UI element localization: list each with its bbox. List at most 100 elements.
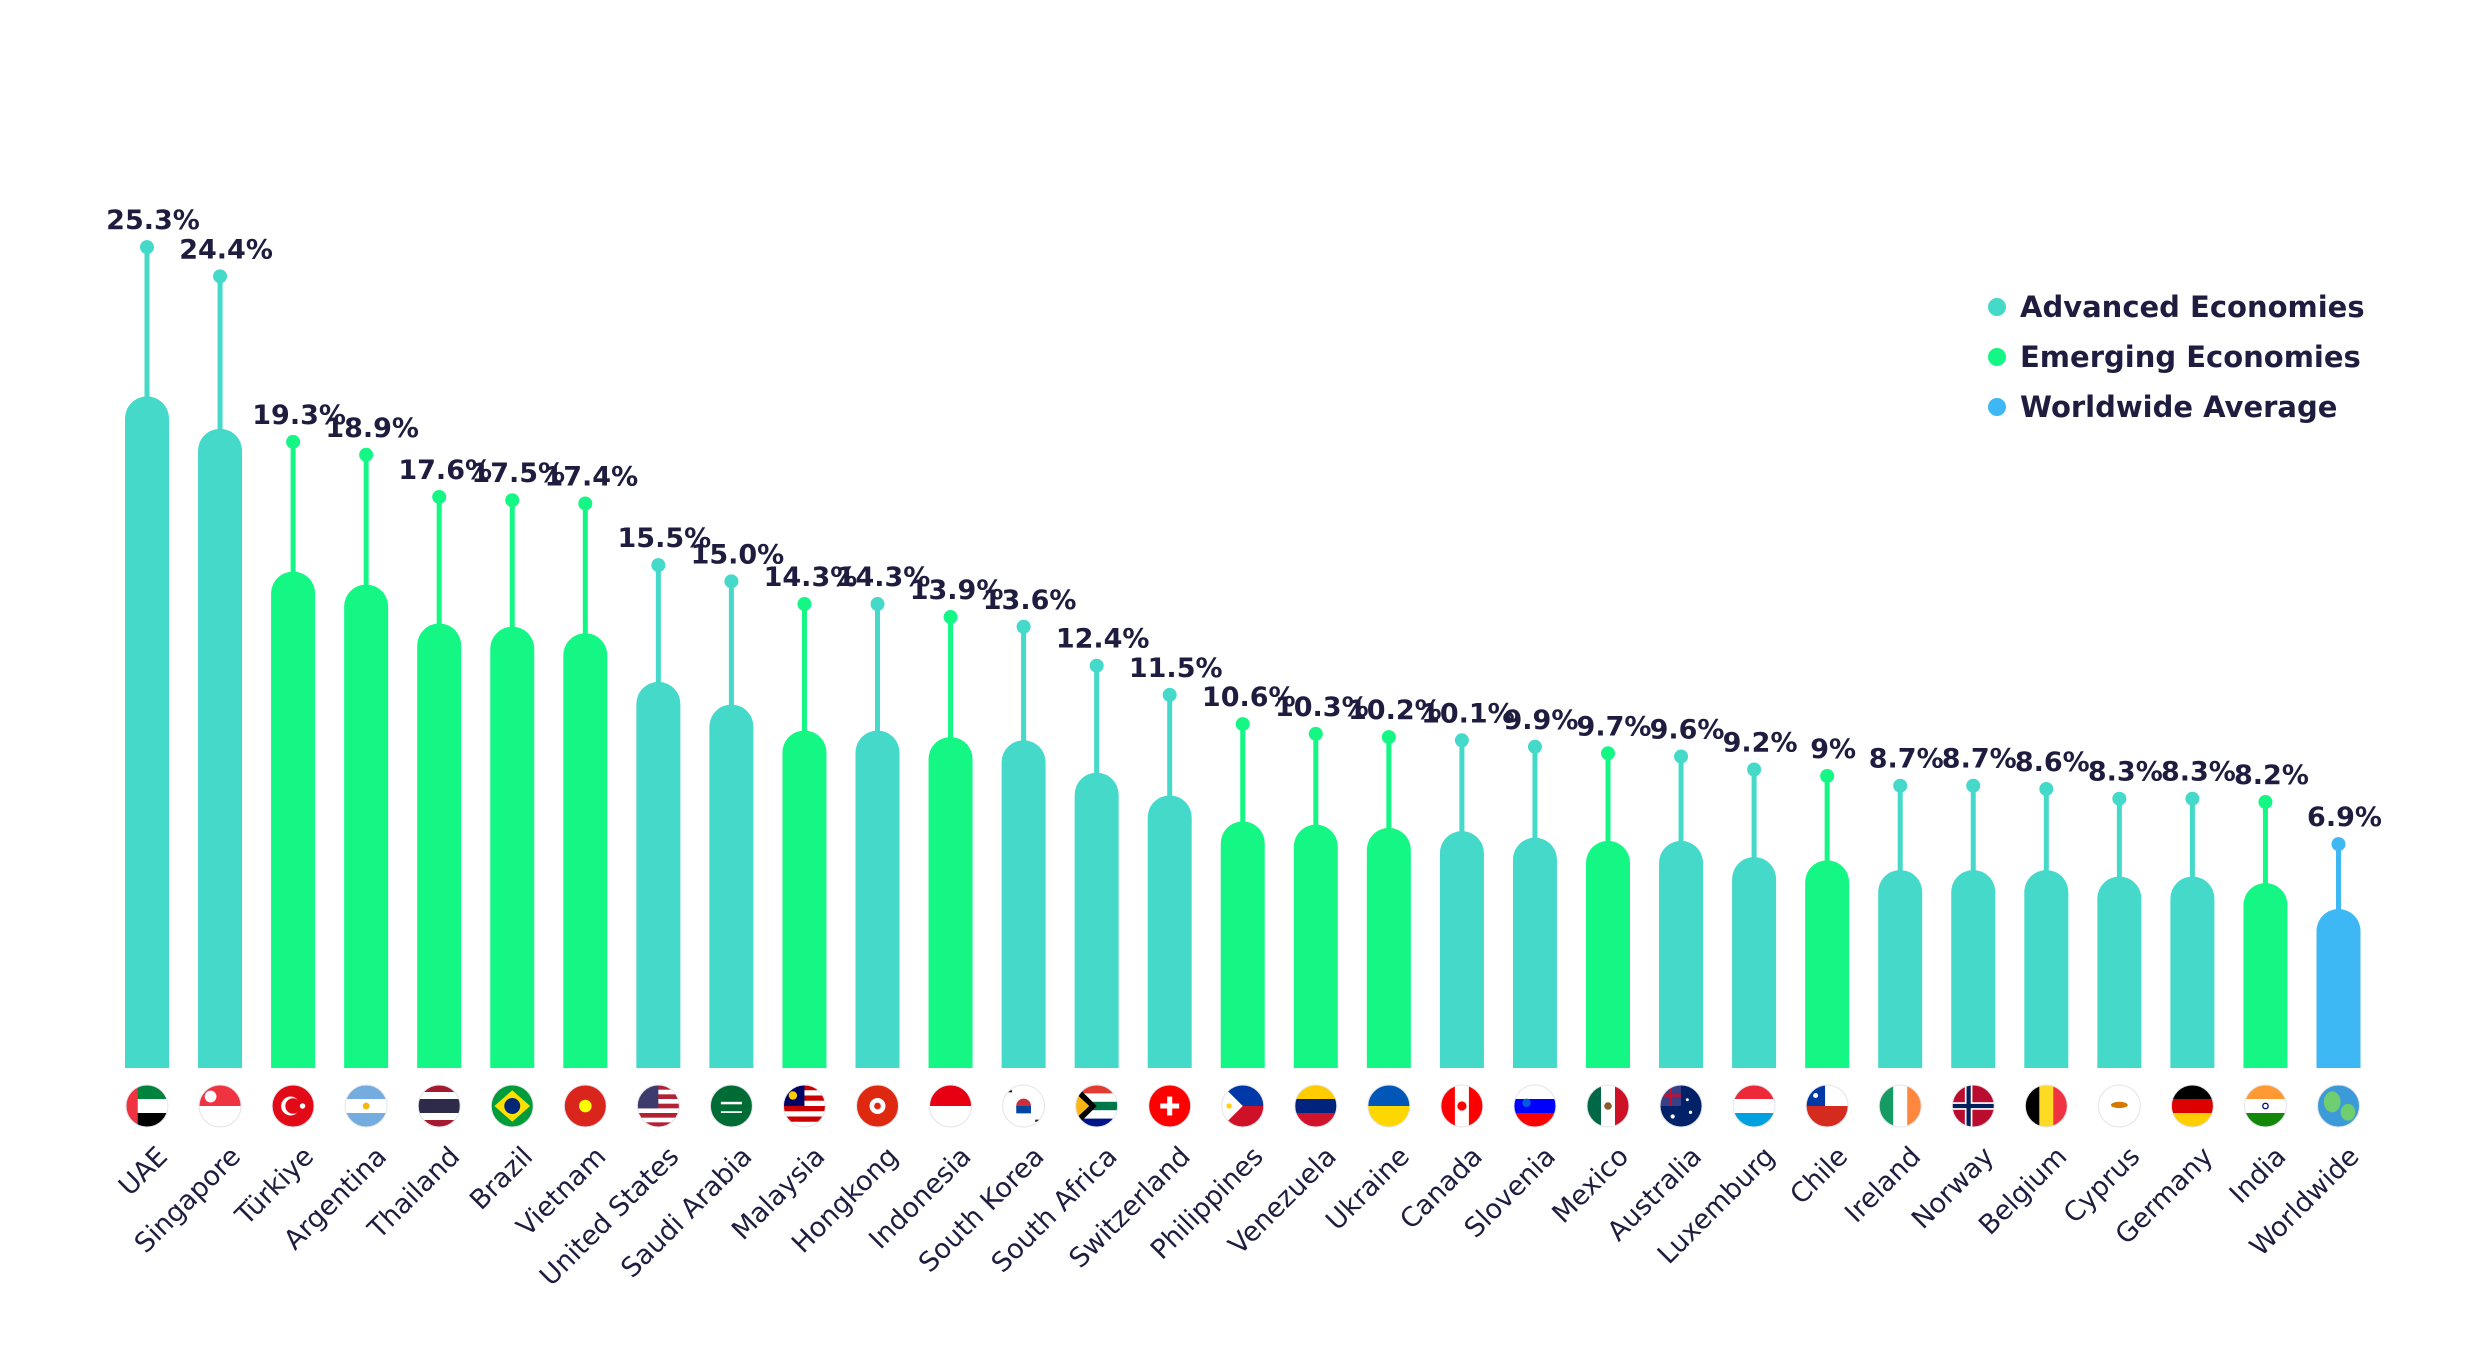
bar-tip-dot: [1235, 717, 1250, 732]
flag-venezuela: [1294, 1084, 1338, 1128]
bar-tip-dot: [1381, 730, 1396, 745]
bar-value-label: 15.0%: [691, 539, 785, 570]
legend-dot-emerging: [1988, 348, 2006, 366]
bar-tip-dot: [140, 240, 154, 255]
bar: [563, 633, 608, 1068]
bar: [1659, 840, 1704, 1068]
bar-tip-dot: [1089, 658, 1104, 673]
bar-tip-dot: [724, 574, 739, 589]
bar-value-label: 15.5%: [618, 523, 712, 554]
bar-tip-dot: [2258, 794, 2273, 809]
bar-tip-dot: [432, 489, 447, 504]
bar: [2243, 883, 2288, 1068]
legend-label-advanced: Advanced Economies: [2020, 290, 2365, 324]
legend-item-emerging: Emerging Economies: [1988, 332, 2365, 382]
flag-luxemburg: [1732, 1084, 1776, 1128]
legend: Advanced Economies Emerging Economies Wo…: [1988, 282, 2365, 432]
bar-value-label: 12.4%: [1056, 624, 1150, 655]
bar-value-label: 10.1%: [1421, 698, 1515, 729]
bar-value-label: 14.3%: [764, 562, 858, 593]
bar-value-label: 9.9%: [1504, 705, 1579, 736]
bar: [198, 428, 243, 1068]
bar-tip-dot: [286, 434, 301, 449]
bar-value-label: 17.6%: [398, 455, 492, 486]
bar-value-label: 8.3%: [2161, 757, 2236, 788]
legend-item-advanced: Advanced Economies: [1988, 282, 2365, 332]
bar: [1512, 837, 1557, 1068]
bar: [782, 730, 827, 1068]
bar-tip-dot: [2112, 791, 2127, 806]
category-label: India: [2224, 1141, 2293, 1210]
flag-switzerland: [1148, 1084, 1192, 1128]
bar-tip-dot: [578, 496, 593, 511]
flag-belgium: [2024, 1084, 2068, 1128]
bar-value-label: 8.3%: [2088, 757, 2163, 788]
bar: [636, 681, 681, 1068]
flag-uae: [125, 1084, 169, 1128]
bar-tip-dot: [1454, 733, 1469, 748]
bar: [1220, 821, 1265, 1068]
bar-value-label: 10.6%: [1202, 682, 1296, 713]
bar-value-label: 11.5%: [1129, 653, 1223, 684]
bar-value-label: 24.4%: [179, 234, 273, 265]
flag-argentina: [344, 1084, 388, 1128]
flag-turkiye: [271, 1084, 315, 1128]
flag-south-korea: [1002, 1084, 1046, 1128]
flag-ireland: [1878, 1084, 1922, 1128]
bar-tip-dot: [2331, 837, 2346, 852]
bar: [344, 584, 389, 1068]
flag-saudi-arabia: [709, 1084, 753, 1128]
bar-tip-dot: [1601, 746, 1615, 761]
bar: [2170, 876, 2215, 1068]
bar-tip-dot: [1674, 749, 1689, 764]
bar-tip-dot: [1162, 687, 1177, 702]
bar-value-label: 8.7%: [1869, 744, 1944, 775]
bar-value-label: 13.9%: [910, 575, 1004, 606]
bar: [1805, 860, 1850, 1068]
category-label: Chile: [1784, 1141, 1854, 1211]
bar: [1878, 870, 1923, 1068]
bar-tip-dot: [1747, 762, 1762, 777]
bar-tip-dot: [797, 597, 812, 612]
flag-south-africa: [1075, 1084, 1119, 1128]
bar-value-label: 10.3%: [1275, 692, 1369, 723]
bar-tip-dot: [2039, 781, 2054, 796]
bar-value-label: 9.7%: [1577, 711, 1652, 742]
flag-singapore: [198, 1084, 242, 1128]
bar-value-label: 17.5%: [471, 458, 565, 489]
bar-tip-dot: [1016, 619, 1031, 634]
bar-value-label: 8.6%: [2015, 747, 2090, 778]
legend-label-worldwide: Worldwide Average: [2020, 390, 2338, 424]
bar-value-label: 14.3%: [837, 562, 931, 593]
bar: [490, 626, 535, 1068]
bar: [2024, 870, 2069, 1068]
bar-tip-dot: [1527, 739, 1542, 754]
bar: [2316, 909, 2361, 1068]
bar: [1147, 795, 1192, 1068]
bar-value-label: 9.6%: [1650, 715, 1725, 746]
flag-cyprus: [2097, 1084, 2141, 1128]
flag-india: [2243, 1084, 2287, 1128]
bar: [1732, 857, 1777, 1068]
flag-slovenia: [1513, 1084, 1557, 1128]
bar-value-label: 13.6%: [983, 585, 1077, 616]
flag-brazil: [490, 1084, 534, 1128]
flag-malaysia: [782, 1084, 826, 1128]
bar-value-label: 10.2%: [1348, 695, 1442, 726]
legend-item-worldwide: Worldwide Average: [1988, 382, 2365, 432]
legend-dot-advanced: [1988, 298, 2006, 316]
legend-label-emerging: Emerging Economies: [2020, 340, 2361, 374]
flag-hongkong: [856, 1084, 899, 1128]
bar-tip-dot: [943, 610, 958, 625]
bar: [1366, 827, 1411, 1068]
bar-tip-dot: [651, 558, 666, 573]
bar: [709, 704, 754, 1068]
bar-tip-dot: [1966, 778, 1981, 793]
bar-value-label: 9%: [1810, 734, 1856, 765]
bar-value-label: 9.2%: [1723, 728, 1798, 759]
bar-value-label: 18.9%: [325, 413, 419, 444]
flag-philippines: [1221, 1084, 1265, 1128]
bar-value-label: 17.4%: [544, 461, 638, 492]
bar: [1074, 772, 1119, 1068]
